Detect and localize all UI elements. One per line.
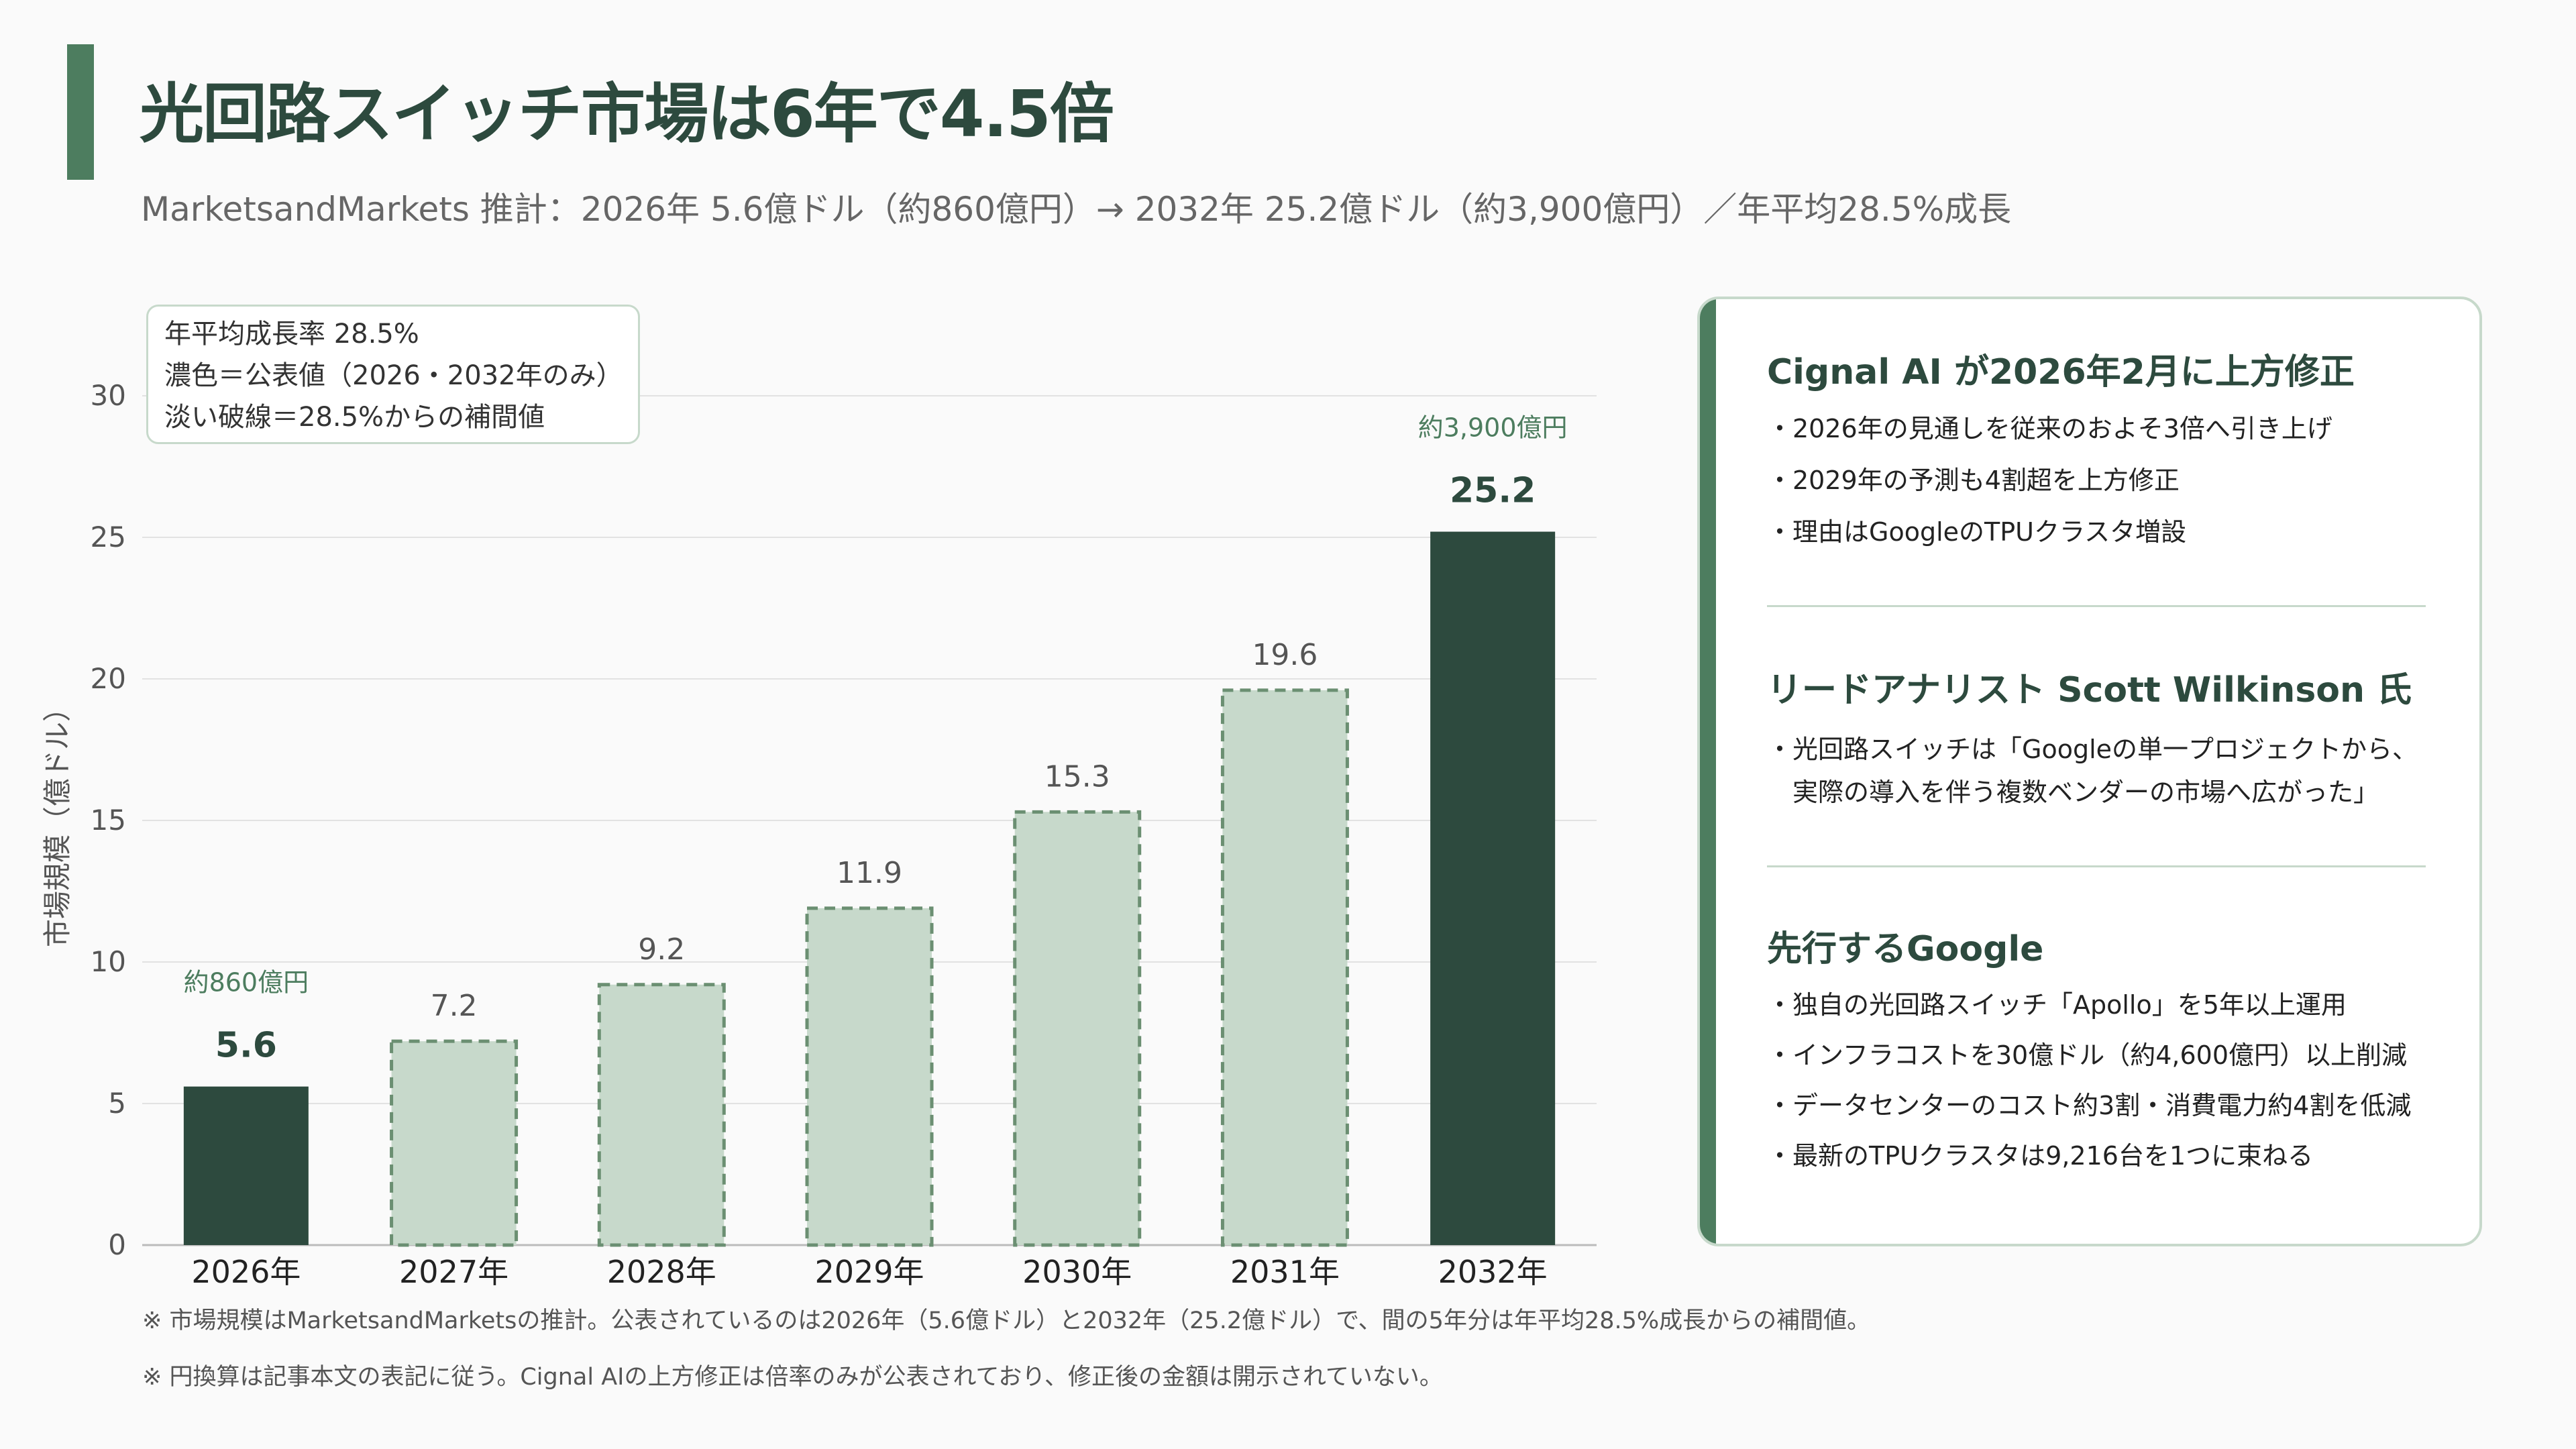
value-label: 19.6 <box>1252 638 1318 672</box>
chart-legend: 年平均成長率 28.5% 濃色＝公表値（2026・2032年のみ） 淡い破線＝2… <box>146 305 640 444</box>
y-tick-label: 5 <box>108 1087 126 1120</box>
title-accent-bar <box>67 44 94 180</box>
footnote: ※ 市場規模はMarketsandMarketsの推計。公表されているのは202… <box>142 1307 1871 1334</box>
legend-growth-rate: 年平均成長率 28.5% <box>164 319 419 350</box>
section-heading: Cignal AI が2026年2月に上方修正 <box>1767 352 2355 392</box>
bar <box>805 906 934 1247</box>
list-item: ・インフラコストを30億ドル（約4,600億円）以上削減 <box>1767 1040 2408 1070</box>
divider <box>1767 605 2426 607</box>
page-subtitle: MarketsandMarkets 推計：2026年 5.6億ドル（約860億円… <box>141 190 2012 229</box>
list-item: ・データセンターのコスト約3割・消費電力約4割を低減 <box>1767 1091 2412 1120</box>
section-analyst: リードアナリスト Scott Wilkinson 氏 ・光回路スイッチは「Goo… <box>1767 661 2426 814</box>
x-tick-label: 2026年 <box>191 1254 301 1290</box>
list-item: ・最新のTPUクラスタは9,216台を1つに束ねる <box>1767 1141 2314 1171</box>
list-item: 実際の導入を伴う複数ベンダーの市場へ広がった」 <box>1767 777 2379 807</box>
x-tick-label: 2032年 <box>1438 1254 1548 1290</box>
bar-chart: 0 5 10 15 20 25 30 市場規模（億ドル） 5.6 約860億円 2026年 7.2 20… <box>41 379 1597 1290</box>
legend-published: 濃色＝公表値（2026・2032年のみ） <box>164 360 623 391</box>
y-tick-label: 20 <box>91 662 126 695</box>
list-item: ・光回路スイッチは「Googleの単一プロジェクトから、 <box>1767 735 2418 764</box>
y-tick-label: 10 <box>91 945 126 978</box>
y-tick-label: 15 <box>91 804 126 837</box>
divider <box>1767 865 2426 867</box>
y-tick-label: 0 <box>108 1228 126 1261</box>
list-item: ・理由はGoogleのTPUクラスタ増設 <box>1767 517 2187 547</box>
y-axis-label: 市場規模（億ドル） <box>41 694 74 947</box>
list-item: ・2029年の予測も4割超を上方修正 <box>1767 466 2180 495</box>
section-google: 先行するGoogle ・独自の光回路スイッチ「Apollo」を5年以上運用 ・イ… <box>1767 920 2426 1181</box>
y-tick-label: 25 <box>91 521 126 553</box>
x-tick-label: 2029年 <box>814 1254 924 1290</box>
info-panel: Cignal AI が2026年2月に上方修正 ・2026年の見通しを従来のおよ… <box>1697 297 2482 1246</box>
section-heading: 先行するGoogle <box>1767 929 2044 969</box>
value-label: 9.2 <box>638 932 685 967</box>
value-label: 5.6 <box>215 1026 277 1066</box>
yen-label: 約3,900億円 <box>1418 413 1568 443</box>
value-label: 11.9 <box>837 856 902 890</box>
bar <box>597 983 726 1247</box>
bar <box>183 1086 309 1245</box>
bar <box>390 1039 519 1247</box>
y-tick-label: 30 <box>91 379 126 412</box>
panel-accent-bar <box>1700 299 1716 1244</box>
list-item: ・独自の光回路スイッチ「Apollo」を5年以上運用 <box>1767 990 2347 1020</box>
value-label: 15.3 <box>1044 759 1110 794</box>
x-tick-label: 2028年 <box>607 1254 716 1290</box>
footnote: ※ 円換算は記事本文の表記に従う。Cignal AIの上方修正は倍率のみが公表さ… <box>142 1364 1443 1391</box>
list-item: ・2026年の見通しを従来のおよそ3倍へ引き上げ <box>1767 414 2332 443</box>
section-heading: リードアナリスト Scott Wilkinson 氏 <box>1767 670 2412 710</box>
x-tick-label: 2031年 <box>1230 1254 1340 1290</box>
yen-label: 約860億円 <box>184 968 309 998</box>
bar <box>1013 810 1142 1247</box>
bar <box>1430 531 1556 1245</box>
x-tick-label: 2030年 <box>1022 1254 1132 1290</box>
x-tick-label: 2027年 <box>399 1254 508 1290</box>
value-label: 7.2 <box>431 989 478 1023</box>
bar <box>1220 688 1349 1247</box>
page-title: 光回路スイッチ市場は6年で4.5倍 <box>140 76 1114 152</box>
value-label: 25.2 <box>1450 471 1536 511</box>
legend-interpolated: 淡い破線＝28.5%からの補間値 <box>164 402 545 433</box>
section-cignal: Cignal AI が2026年2月に上方修正 ・2026年の見通しを従来のおよ… <box>1767 343 2426 558</box>
